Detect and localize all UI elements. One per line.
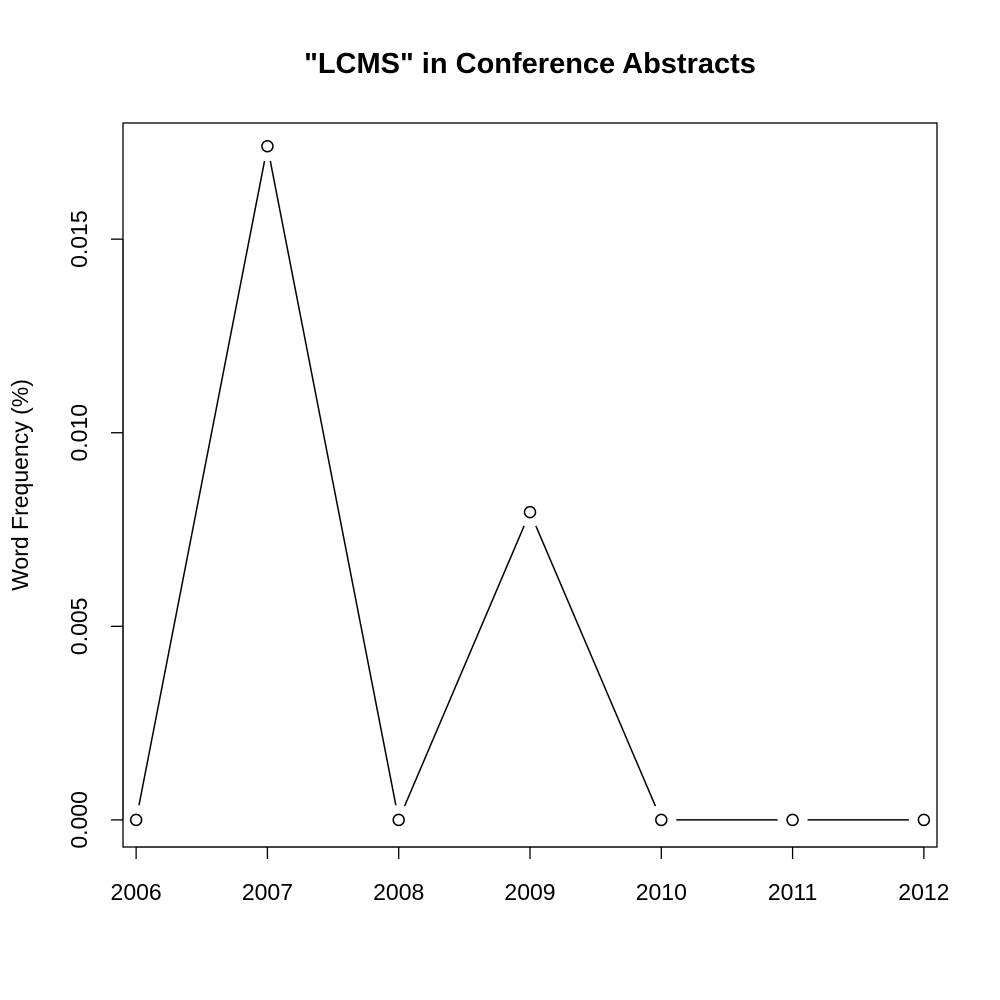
line-segment [269, 160, 397, 806]
data-point [129, 813, 143, 827]
y-axis: 0.000 0.005 0.010 0.015 [66, 210, 124, 849]
x-tick-label: 2007 [242, 879, 293, 905]
data-point [786, 813, 799, 827]
x-tick-label: 2012 [898, 879, 949, 905]
x-tick-label: 2006 [111, 879, 162, 905]
chart-title: "LCMS" in Conference Abstracts [304, 48, 756, 80]
y-tick-label: 0.000 [66, 791, 92, 849]
data-point [523, 505, 537, 519]
data-point [655, 813, 668, 827]
data-point [392, 813, 405, 827]
line-segment [403, 525, 525, 807]
x-tick-label: 2008 [373, 879, 424, 905]
x-tick-label: 2009 [504, 879, 555, 905]
y-tick-label: 0.010 [66, 404, 92, 462]
x-axis: 2006 2007 2008 2009 2010 2011 2012 [111, 846, 949, 905]
y-axis-label: Word Frequency (%) [7, 379, 33, 591]
data-point [261, 139, 274, 153]
x-tick-label: 2010 [636, 879, 687, 905]
x-tick-label: 2011 [768, 879, 817, 905]
line-segment [138, 160, 266, 806]
data-point [917, 813, 931, 827]
y-tick-label: 0.005 [66, 598, 92, 656]
line-segment [535, 525, 657, 807]
y-tick-label: 0.015 [66, 210, 92, 268]
series-line [129, 139, 931, 827]
plot-frame [122, 122, 938, 848]
